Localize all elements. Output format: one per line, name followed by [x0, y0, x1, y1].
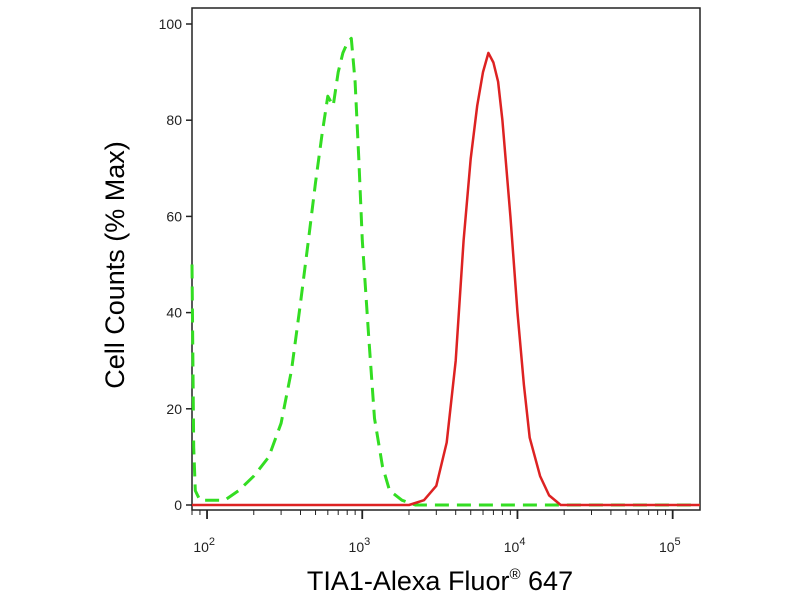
x-tick-exponent: 4 — [519, 536, 525, 548]
x-tick-exponent: 2 — [209, 536, 215, 548]
x-axis-label: TIA1-Alexa Fluor® 647 — [307, 566, 573, 596]
y-tick-label: 80 — [166, 112, 182, 128]
x-tick-label: 103 — [349, 536, 371, 555]
y-tick-label: 20 — [166, 401, 182, 417]
x-tick-exponent: 5 — [675, 536, 681, 548]
y-tick-label: 40 — [166, 305, 182, 321]
y-tick-label: 100 — [159, 16, 183, 32]
x-tick-base: 10 — [349, 539, 365, 555]
plot-frame — [191, 7, 701, 511]
x-tick-exponent: 3 — [364, 536, 370, 548]
y-tick-label: 0 — [174, 497, 182, 513]
y-axis-label: Cell Counts (% Max) — [100, 141, 130, 389]
x-axis-label-main: TIA1-Alexa Fluor — [307, 566, 510, 596]
series-line-2 — [192, 51, 700, 507]
x-tick-label: 105 — [659, 536, 681, 555]
x-tick-label: 102 — [193, 536, 215, 555]
y-tick-label: 60 — [166, 208, 182, 224]
series-line-1 — [190, 36, 700, 507]
x-axis-label-superscript: ® — [509, 566, 520, 583]
x-tick-base: 10 — [504, 539, 520, 555]
x-tick-label: 104 — [504, 536, 526, 555]
x-tick-base: 10 — [659, 539, 675, 555]
x-tick-base: 10 — [193, 539, 209, 555]
x-axis-label-suffix: 647 — [521, 566, 574, 596]
